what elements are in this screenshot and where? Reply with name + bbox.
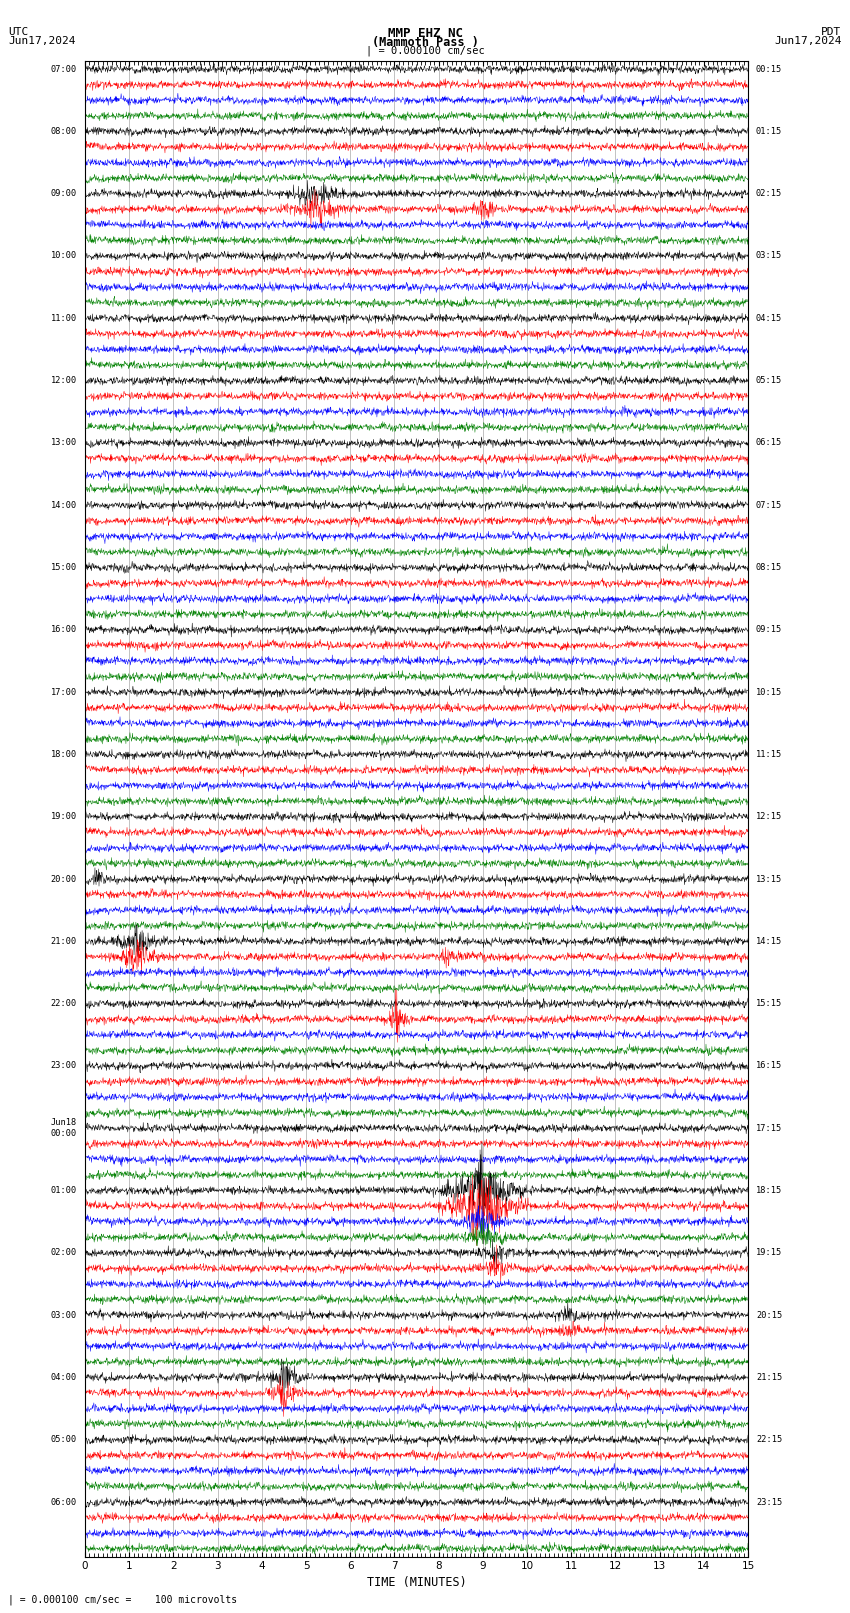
Text: 01:00: 01:00 [51,1186,77,1195]
Text: Jun17,2024: Jun17,2024 [8,37,76,47]
Text: 08:15: 08:15 [756,563,782,573]
Text: 22:00: 22:00 [51,998,77,1008]
Text: 15:15: 15:15 [756,998,782,1008]
Text: 07:00: 07:00 [51,65,77,74]
Text: UTC: UTC [8,26,29,37]
Text: PDT: PDT [821,26,842,37]
Text: 05:00: 05:00 [51,1436,77,1444]
Text: 17:15: 17:15 [756,1124,782,1132]
Text: 15:00: 15:00 [51,563,77,573]
Text: | = 0.000100 cm/sec =    100 microvolts: | = 0.000100 cm/sec = 100 microvolts [8,1594,238,1605]
Text: 10:15: 10:15 [756,687,782,697]
Text: 02:15: 02:15 [756,189,782,198]
Text: 12:00: 12:00 [51,376,77,386]
Text: 14:15: 14:15 [756,937,782,945]
Text: 16:00: 16:00 [51,626,77,634]
Text: | = 0.000100 cm/sec: | = 0.000100 cm/sec [366,45,484,56]
Text: 06:15: 06:15 [756,439,782,447]
Text: 16:15: 16:15 [756,1061,782,1071]
Text: 21:00: 21:00 [51,937,77,945]
Text: 08:00: 08:00 [51,127,77,135]
Text: 10:00: 10:00 [51,252,77,260]
Text: 03:00: 03:00 [51,1311,77,1319]
Text: 09:15: 09:15 [756,626,782,634]
Text: 05:15: 05:15 [756,376,782,386]
Text: 11:15: 11:15 [756,750,782,758]
Text: Jun18: Jun18 [51,1118,77,1127]
Text: 19:15: 19:15 [756,1248,782,1257]
Text: 03:15: 03:15 [756,252,782,260]
Text: (Mammoth Pass ): (Mammoth Pass ) [371,37,479,50]
Text: 07:15: 07:15 [756,500,782,510]
Text: 18:00: 18:00 [51,750,77,758]
Text: 23:15: 23:15 [756,1497,782,1507]
Text: 18:15: 18:15 [756,1186,782,1195]
Text: 20:15: 20:15 [756,1311,782,1319]
Text: 12:15: 12:15 [756,813,782,821]
Text: 13:15: 13:15 [756,874,782,884]
Text: 23:00: 23:00 [51,1061,77,1071]
Text: 21:15: 21:15 [756,1373,782,1382]
Text: Jun17,2024: Jun17,2024 [774,37,842,47]
Text: 14:00: 14:00 [51,500,77,510]
Text: 04:15: 04:15 [756,315,782,323]
Text: 13:00: 13:00 [51,439,77,447]
Text: 22:15: 22:15 [756,1436,782,1444]
X-axis label: TIME (MINUTES): TIME (MINUTES) [366,1576,467,1589]
Text: 06:00: 06:00 [51,1497,77,1507]
Text: 04:00: 04:00 [51,1373,77,1382]
Text: MMP EHZ NC: MMP EHZ NC [388,26,462,40]
Text: 00:00: 00:00 [51,1129,77,1139]
Text: 19:00: 19:00 [51,813,77,821]
Text: 01:15: 01:15 [756,127,782,135]
Text: 20:00: 20:00 [51,874,77,884]
Text: 02:00: 02:00 [51,1248,77,1257]
Text: 00:15: 00:15 [756,65,782,74]
Text: 11:00: 11:00 [51,315,77,323]
Text: 17:00: 17:00 [51,687,77,697]
Text: 09:00: 09:00 [51,189,77,198]
